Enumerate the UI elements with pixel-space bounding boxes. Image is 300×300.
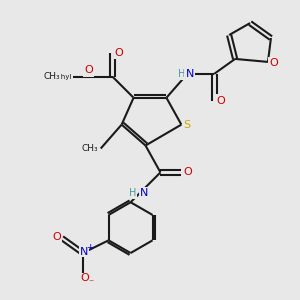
Text: H: H — [129, 188, 136, 198]
Text: methyl: methyl — [47, 74, 72, 80]
Text: O: O — [84, 65, 93, 75]
Text: H: H — [178, 69, 186, 79]
Text: O: O — [216, 96, 225, 106]
Text: +: + — [86, 242, 94, 251]
Text: N: N — [80, 247, 88, 256]
Text: N: N — [140, 188, 148, 198]
Text: O: O — [52, 232, 61, 242]
Text: ⁻: ⁻ — [88, 278, 94, 288]
Text: CH₃: CH₃ — [81, 144, 98, 153]
Text: O: O — [115, 48, 124, 58]
Text: N: N — [185, 69, 194, 79]
Text: S: S — [183, 120, 190, 130]
Text: O: O — [80, 273, 89, 284]
Text: O: O — [269, 58, 278, 68]
Text: CH₃: CH₃ — [44, 72, 60, 81]
Text: O: O — [184, 167, 192, 177]
